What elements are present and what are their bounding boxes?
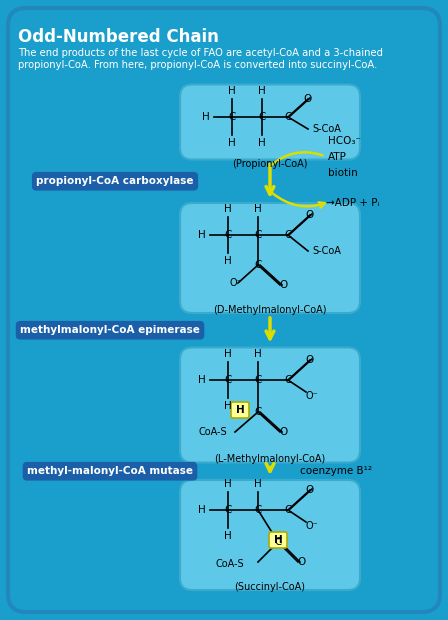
Text: H: H	[202, 112, 210, 122]
Text: propionyl-CoA carboxylase: propionyl-CoA carboxylase	[36, 176, 194, 186]
Text: S-CoA: S-CoA	[312, 246, 341, 256]
Text: C: C	[258, 112, 266, 122]
Text: biotin: biotin	[328, 168, 358, 179]
Text: (L-Methylmalonyl-CoA): (L-Methylmalonyl-CoA)	[215, 454, 326, 464]
Text: H: H	[198, 505, 206, 515]
Text: CoA-S: CoA-S	[215, 559, 244, 569]
Text: H: H	[224, 401, 232, 411]
Text: propionyl-CoA. From here, propionyl-CoA is converted into succinyl-CoA.: propionyl-CoA. From here, propionyl-CoA …	[18, 60, 377, 70]
Text: H: H	[274, 535, 282, 545]
Text: C: C	[254, 407, 262, 417]
Text: H: H	[254, 479, 262, 489]
Text: C: C	[284, 112, 292, 122]
Text: C: C	[254, 505, 262, 515]
Text: C: C	[224, 230, 232, 240]
Text: CoA-S: CoA-S	[198, 427, 227, 437]
Text: O: O	[280, 280, 288, 290]
Text: H: H	[228, 138, 236, 148]
Text: C: C	[224, 505, 232, 515]
Text: H: H	[224, 204, 232, 214]
Text: S-CoA: S-CoA	[312, 124, 341, 134]
Text: O: O	[298, 557, 306, 567]
Text: ATP: ATP	[328, 153, 347, 162]
FancyBboxPatch shape	[180, 347, 360, 463]
Text: H: H	[228, 86, 236, 96]
Text: H: H	[224, 531, 232, 541]
Text: H: H	[198, 230, 206, 240]
FancyBboxPatch shape	[231, 402, 249, 418]
Text: O: O	[280, 427, 288, 437]
Text: C: C	[274, 537, 282, 547]
Text: methyl-malonyl-CoA mutase: methyl-malonyl-CoA mutase	[27, 466, 193, 476]
Text: O⁻: O⁻	[306, 521, 319, 531]
Text: →ADP + Pᵢ: →ADP + Pᵢ	[326, 198, 379, 208]
Text: H: H	[198, 375, 206, 385]
Text: H: H	[254, 349, 262, 359]
Text: O: O	[306, 210, 314, 220]
FancyBboxPatch shape	[180, 203, 360, 313]
FancyBboxPatch shape	[180, 480, 360, 590]
Text: H: H	[224, 256, 232, 266]
Text: methylmalonyl-CoA epimerase: methylmalonyl-CoA epimerase	[20, 326, 200, 335]
Text: HCO₃⁻: HCO₃⁻	[328, 136, 361, 146]
FancyBboxPatch shape	[180, 84, 360, 159]
FancyBboxPatch shape	[269, 532, 287, 548]
Text: (Propionyl-CoA): (Propionyl-CoA)	[232, 159, 308, 169]
Text: O: O	[304, 94, 312, 104]
Text: coenzyme B¹²: coenzyme B¹²	[300, 466, 372, 476]
Text: O⁻: O⁻	[230, 278, 242, 288]
Text: C: C	[254, 260, 262, 270]
Text: C: C	[254, 230, 262, 240]
Text: O: O	[306, 355, 314, 365]
Text: (D-Methylmalonyl-CoA): (D-Methylmalonyl-CoA)	[213, 305, 327, 315]
Text: C: C	[254, 375, 262, 385]
Text: C: C	[284, 375, 292, 385]
Text: H: H	[224, 349, 232, 359]
Text: (Succinyl-CoA): (Succinyl-CoA)	[234, 582, 306, 592]
Text: H: H	[258, 86, 266, 96]
Text: C: C	[284, 505, 292, 515]
Text: The end products of the last cycle of FAO are acetyl-CoA and a 3-chained: The end products of the last cycle of FA…	[18, 48, 383, 58]
Text: C: C	[284, 230, 292, 240]
Text: O: O	[306, 485, 314, 495]
FancyBboxPatch shape	[8, 8, 440, 612]
Text: H: H	[224, 479, 232, 489]
Text: O⁻: O⁻	[306, 391, 319, 401]
Text: H: H	[236, 405, 244, 415]
Text: H: H	[254, 204, 262, 214]
Text: C: C	[224, 375, 232, 385]
Text: H: H	[258, 138, 266, 148]
Text: Odd-Numbered Chain: Odd-Numbered Chain	[18, 28, 219, 46]
Text: C: C	[228, 112, 236, 122]
